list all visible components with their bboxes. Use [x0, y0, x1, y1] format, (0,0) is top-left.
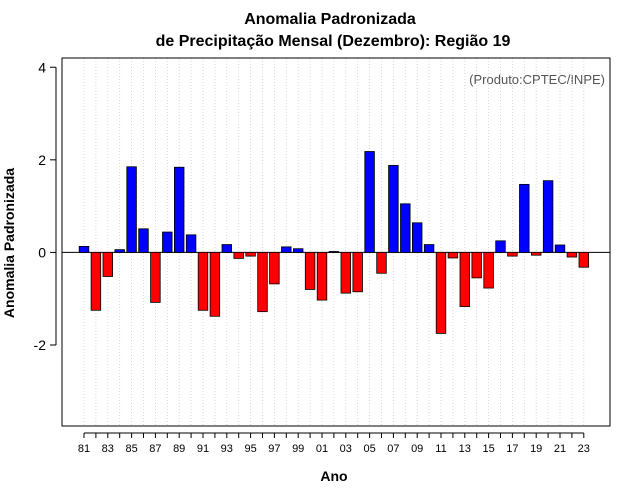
y-tick-label: -2: [34, 337, 47, 353]
bar-95: [245, 252, 256, 257]
chart-title-line-1: Anomalia Padronizada: [244, 11, 416, 28]
bar-91: [197, 252, 209, 311]
bar-90: [185, 234, 197, 253]
x-tick-label: 85: [125, 443, 137, 455]
bar-20: [542, 180, 554, 253]
bar-92: [209, 252, 221, 317]
bar-02: [328, 251, 340, 253]
bar-97: [269, 252, 280, 285]
x-tick-label: 21: [554, 443, 566, 455]
bar-01: [316, 252, 328, 301]
y-tick-label: 2: [38, 152, 46, 168]
bar-15: [483, 252, 494, 289]
bar-86: [138, 228, 149, 253]
bar-87: [150, 252, 161, 303]
x-tick-label: 19: [530, 443, 542, 455]
bar-04: [352, 252, 363, 293]
x-tick-label: 03: [340, 443, 352, 455]
bar-93: [221, 244, 233, 253]
bar-99: [292, 248, 304, 253]
x-tick-label: 87: [149, 443, 161, 455]
bar-83: [102, 252, 114, 277]
x-tick-label: 99: [292, 443, 304, 455]
x-axis-label: Ano: [320, 468, 347, 484]
bar-00: [304, 252, 316, 290]
bar-06: [376, 252, 387, 274]
x-tick-label: 09: [411, 443, 423, 455]
x-tick-label: 01: [316, 443, 328, 455]
x-tick-label: 07: [387, 443, 399, 455]
x-tick-label: 83: [102, 443, 114, 455]
bar-03: [340, 252, 352, 294]
bar-22: [566, 252, 578, 258]
x-tick-label: 89: [173, 443, 185, 455]
bar-88: [162, 231, 173, 253]
source-label: (Produto:CPTEC/INPE): [469, 72, 605, 87]
bar-81: [78, 245, 90, 253]
bar-18: [519, 183, 530, 253]
bar-19: [531, 252, 542, 256]
x-axis: 81 83 85 87 89 91 93 95 97 99 01 03 05 07 09 11 13 15 17 19…: [78, 432, 590, 455]
bar-82: [90, 252, 102, 311]
bar-89: [173, 166, 185, 253]
bar-94: [233, 252, 244, 259]
bar-08: [400, 203, 411, 253]
chart-title-line-2: de Precipitação Mensal (Dezembro): Regiã…: [156, 33, 511, 50]
x-tick-label: 11: [435, 443, 446, 455]
bar-17: [507, 252, 518, 257]
bar-07: [388, 164, 399, 253]
bar-11: [435, 252, 447, 334]
bar-98: [281, 246, 292, 253]
bar-21: [554, 244, 566, 253]
x-tick-label: 17: [506, 443, 518, 455]
x-tick-label: 05: [363, 443, 375, 455]
grid-lines: [83, 58, 585, 426]
bar-84: [114, 249, 125, 253]
bar-12: [447, 252, 459, 259]
bar-96: [257, 252, 268, 313]
x-tick-label: 95: [244, 443, 256, 455]
bar-85: [126, 166, 137, 253]
bar-14: [471, 252, 482, 279]
y-tick-label: 0: [38, 244, 46, 260]
bar-16: [495, 240, 506, 253]
bars: [78, 151, 590, 334]
x-tick-label: 23: [578, 443, 590, 455]
y-axis-label: Anomalia Padronizada: [1, 168, 17, 318]
bar-05: [364, 151, 375, 253]
bar-09: [411, 222, 423, 253]
x-tick-label: 93: [221, 443, 233, 455]
x-tick-label: 97: [268, 443, 280, 455]
x-tick-label: 81: [78, 443, 90, 455]
x-tick-label: 13: [459, 443, 471, 455]
bar-10: [423, 244, 435, 253]
bar-13: [459, 252, 471, 307]
y-axis: -2 0 2 4: [34, 59, 57, 353]
x-tick-label: 91: [197, 443, 209, 455]
bar-23: [578, 252, 590, 268]
x-tick-label: 15: [482, 443, 494, 455]
plot-frame: [61, 57, 611, 427]
y-tick-label: 4: [38, 59, 46, 75]
